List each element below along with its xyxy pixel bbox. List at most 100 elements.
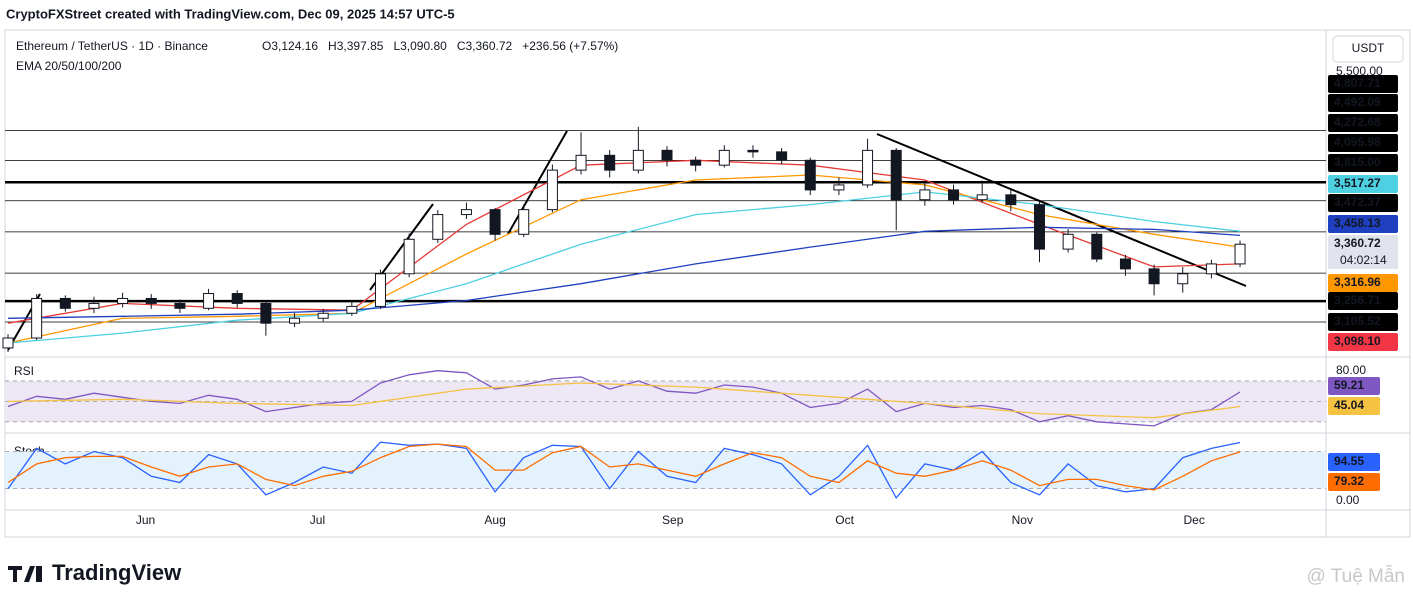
price-tag-label: 3,517.27 [1334, 176, 1381, 190]
series-line [7, 382, 1241, 419]
candle-body [1234, 243, 1246, 265]
candle-body [747, 149, 759, 153]
ohlc-value: +236.56 (+7.57%) [522, 39, 618, 53]
value-tag-label: 79.32 [1334, 474, 1364, 488]
currency-button[interactable] [1332, 35, 1404, 63]
ohlc-value: C3,360.72 [457, 39, 513, 53]
price-tag-label: 3,316.96 [1334, 275, 1381, 289]
price-tag-label: 4,095.98 [1334, 135, 1381, 149]
indicator-label: EMA 20/50/100/200 [16, 59, 122, 73]
series-line [7, 441, 1241, 500]
price-tag-label: 3,105.52 [1334, 314, 1381, 328]
price-tag [1328, 175, 1398, 193]
watermark: @ Tuệ Mẫn [1307, 565, 1406, 587]
chart-frame [4, 29, 1411, 538]
candle-body [976, 194, 988, 201]
candle-body [145, 297, 157, 304]
ohlc-value: H3,397.85 [328, 39, 384, 53]
logo-text: TradingView [52, 560, 182, 585]
logo-mark [8, 566, 42, 582]
price-tag [1328, 94, 1398, 112]
candle-body [546, 169, 558, 211]
candle-body [432, 214, 444, 240]
price-tag-label: 3,360.72 [1334, 236, 1381, 250]
price-tag [1328, 274, 1398, 292]
candle-body [948, 189, 960, 201]
series-line [7, 226, 1241, 319]
value-tag [1328, 397, 1380, 415]
price-tag [1328, 235, 1398, 253]
y-tick-label: 5,500.00 [1336, 64, 1383, 78]
candle-body [289, 317, 301, 324]
candle-body [203, 293, 215, 309]
y-tick-label: 0.00 [1336, 493, 1360, 507]
value-tag-label: 94.55 [1334, 454, 1364, 468]
value-tag [1328, 453, 1380, 471]
candle-body [174, 302, 186, 309]
candle-body [1119, 258, 1131, 270]
candle-body [260, 302, 272, 324]
candle-body [489, 209, 501, 235]
x-tick-label: Sep [662, 513, 684, 527]
candle-body [575, 154, 587, 171]
x-tick-label: Aug [484, 513, 505, 527]
credit: CryptoFXStreet created with TradingView.… [6, 6, 455, 21]
x-tick-label: Jul [310, 513, 325, 527]
candle-body [1177, 273, 1189, 285]
candle-body [117, 297, 129, 304]
price-tag [1328, 333, 1398, 351]
x-tick-label: Dec [1184, 513, 1205, 527]
price-tag-label: 3,098.10 [1334, 334, 1381, 348]
price-tag [1328, 194, 1398, 212]
candle-body [231, 293, 243, 304]
trendline [876, 133, 1247, 287]
candle-body [862, 149, 874, 186]
currency: USDT [1352, 41, 1385, 55]
price-tag-label: 3,815.00 [1334, 155, 1381, 169]
price-tag-label: 4,492.09 [1334, 95, 1381, 109]
series-line [7, 174, 1241, 344]
value-tag-label: 59.21 [1334, 378, 1364, 392]
price-tag [1328, 134, 1398, 152]
price-tag [1328, 154, 1398, 172]
candle-body [374, 273, 386, 307]
x-tick-label: Nov [1012, 513, 1033, 527]
price-tag-label: 3,458.13 [1334, 216, 1381, 230]
candle-body [661, 149, 673, 161]
price-tag [1328, 75, 1398, 93]
candle-body [59, 297, 71, 309]
candle-body [804, 159, 816, 191]
price-tag [1328, 114, 1398, 132]
band-fill [5, 380, 1326, 422]
candle-body [1062, 233, 1074, 250]
candle-body [403, 238, 415, 275]
price-tag [1328, 313, 1398, 331]
price-tag [1328, 215, 1398, 233]
candle-body [518, 209, 530, 235]
candle-body [632, 149, 644, 171]
price-tag-label: 4,272.68 [1334, 115, 1381, 129]
ohlc-value: O3,124.16 [262, 39, 318, 53]
candle-body [1033, 204, 1045, 250]
rsi-title: RSI [14, 364, 34, 378]
candle-body [317, 312, 329, 319]
value-tag [1328, 377, 1380, 395]
candle-body [1148, 268, 1160, 285]
candle-body [776, 151, 788, 161]
candle-body [690, 159, 702, 166]
candle-body [1205, 263, 1217, 275]
candle-body [718, 149, 730, 166]
candle-body [890, 149, 902, 201]
candle-body [88, 302, 100, 309]
value-tag [1328, 473, 1380, 491]
candle-body [346, 305, 358, 314]
candle-body [604, 154, 616, 171]
symbol-title: Ethereum / TetherUS · 1D · Binance [16, 39, 208, 53]
value-tag-label: 45.04 [1334, 398, 1364, 412]
candle-body [31, 297, 43, 339]
x-tick-label: Oct [835, 513, 854, 527]
candle-body [1005, 194, 1017, 206]
candle-body [833, 184, 845, 191]
candle-body [2, 337, 14, 349]
